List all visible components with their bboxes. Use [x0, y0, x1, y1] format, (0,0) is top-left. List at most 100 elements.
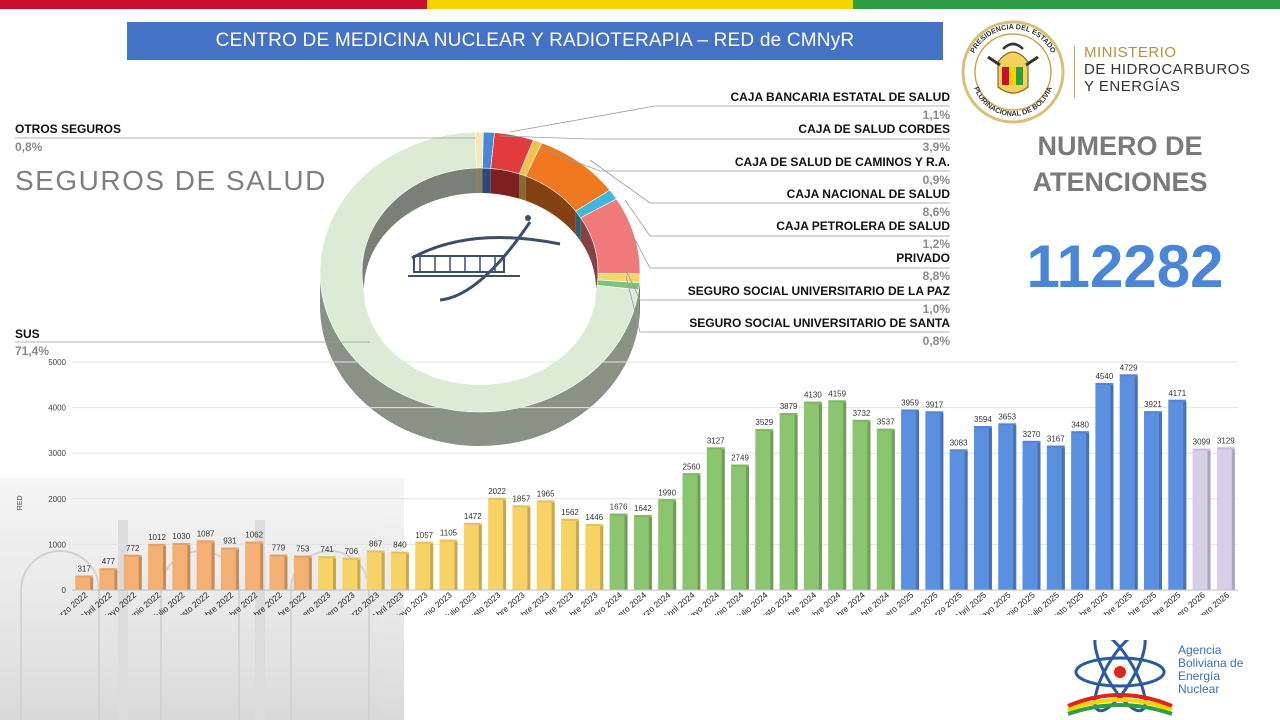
bar [172, 543, 191, 590]
seal-bottom-text: PLURINACIONAL DE BOLIVIA [972, 85, 1054, 118]
bar-top [1022, 440, 1041, 443]
bar-top [1192, 448, 1211, 451]
bar-face [633, 515, 652, 590]
logo-columns [419, 256, 496, 272]
bar-face [463, 522, 482, 590]
bar-shade [527, 507, 531, 590]
bar-top [803, 401, 822, 404]
bar-face [220, 547, 239, 590]
leader-line [589, 159, 950, 204]
donut-side-segment [638, 282, 640, 324]
bar-shade [503, 499, 507, 590]
bar-face [196, 540, 215, 590]
bar [949, 449, 968, 590]
leader-line [539, 147, 950, 172]
bar-top [488, 497, 507, 500]
bar-top [318, 556, 337, 559]
bar-shade [187, 545, 191, 590]
bar-face [585, 524, 604, 590]
ministry-name: MINISTERIO DE HIDROCARBUROS Y ENERGÍAS [1084, 44, 1250, 95]
bar-value-label: 931 [223, 537, 237, 546]
leader-line [625, 275, 950, 333]
bar-face [488, 497, 507, 590]
bar [803, 401, 822, 590]
bar-shade [333, 558, 337, 590]
bar-shade [1110, 384, 1114, 590]
bar-top [293, 555, 312, 558]
insurer-percentage: 1,0% [922, 302, 950, 316]
bar-top [779, 413, 798, 416]
bar-face [366, 550, 385, 590]
bar [293, 555, 312, 590]
bar-top [245, 541, 264, 544]
bar-value-label: 4159 [828, 389, 846, 398]
bar-value-label: 741 [320, 545, 334, 554]
bar [439, 539, 458, 590]
ministry-line-1: MINISTERIO [1084, 44, 1177, 61]
insurer-label: CAJA DE SALUD CORDES [798, 122, 950, 136]
bar-shade [673, 501, 677, 590]
bar [1119, 374, 1138, 590]
bar-top [123, 554, 142, 557]
flag-stripe [0, 0, 1280, 9]
ministry-line-2: DE HIDROCARBUROS [1084, 61, 1251, 78]
logo-body [413, 255, 505, 273]
y-axis-label: RED [17, 495, 24, 510]
leader-line [499, 135, 950, 140]
leader-line [629, 229, 950, 269]
insurer-label: CAJA PETROLERA DE SALUD [776, 219, 950, 233]
aben-name: Agencia Boliviana de Energía Nuclear [1178, 644, 1243, 696]
bar [1022, 440, 1041, 590]
bar-shade [235, 549, 239, 590]
bar-top [512, 505, 531, 508]
bar-face [1022, 440, 1041, 590]
bar-top [925, 411, 944, 414]
insurer-percentage: 0,8% [922, 334, 950, 348]
bar [123, 554, 142, 590]
bar-top [439, 539, 458, 542]
insurer-label: PRIVADO [896, 251, 950, 265]
bar-face [1143, 411, 1162, 590]
insurer-label: SEGURO SOCIAL UNIVERSITARIO DE SANTA [689, 316, 950, 330]
bar [75, 575, 94, 590]
bar-shade [163, 545, 167, 590]
bar [196, 540, 215, 590]
bar-face [172, 543, 191, 590]
bar-face [998, 423, 1017, 590]
bar-top [901, 409, 920, 412]
aben-line-3: Energía [1178, 669, 1221, 683]
bar-face [123, 554, 142, 590]
bar-top [998, 423, 1017, 426]
bar-value-label: 3653 [998, 412, 1016, 421]
bar-value-labels: 317 477 772 1012 1030 1087 931 1062 779 753 741 706… [77, 363, 1235, 573]
bar-shade [405, 553, 409, 590]
bar-top [390, 551, 409, 554]
bar [828, 400, 847, 590]
insurer-label: SEGURO SOCIAL UNIVERSITARIO DE LA PAZ [687, 284, 950, 298]
bar-value-label: 772 [126, 544, 140, 553]
state-seal-emblem: PRESIDENCIA DEL ESTADO PLURINACIONAL DE … [958, 17, 1068, 127]
attentions-total-value: 112282 [1026, 233, 1224, 300]
aben-line-1: Agencia [1178, 643, 1222, 657]
insurer-percentage: 8,6% [922, 205, 950, 219]
bar-top [706, 447, 725, 450]
bar-shade [308, 557, 312, 590]
bar-top [1216, 447, 1235, 450]
bar-value-label: 4540 [1095, 372, 1113, 381]
insurer-label: CAJA NACIONAL DE SALUD [786, 187, 950, 201]
bar [706, 447, 725, 590]
bar-top [1095, 382, 1114, 385]
bar-shade [551, 502, 555, 590]
bar-top [755, 429, 774, 432]
monthly-bar-chart: 0 1000 2000 3000 4000 5000 RED 317 477 772 1012 103… [17, 358, 1238, 615]
bar-value-label: 3127 [707, 436, 725, 445]
bar-face [731, 464, 750, 590]
bar-shade [575, 520, 579, 590]
bar-face [318, 556, 337, 590]
insurer-percentage: 3,9% [922, 140, 950, 154]
bar-value-label: 3480 [1071, 420, 1089, 429]
bar-top [949, 449, 968, 452]
bar-shade [454, 541, 458, 590]
